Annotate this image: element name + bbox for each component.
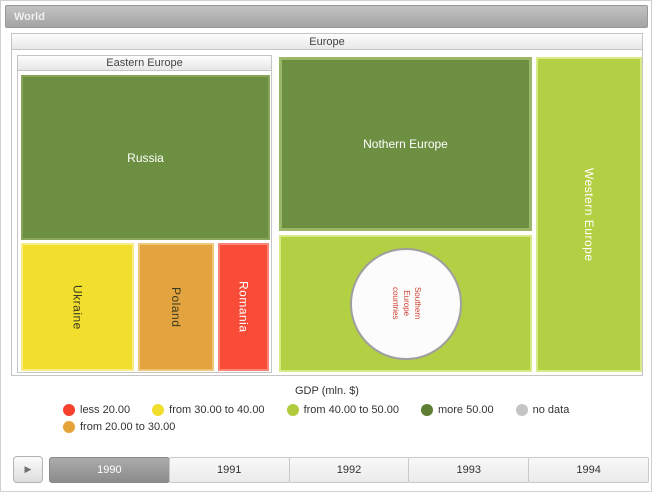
legend-item-label: from 40.00 to 50.00 <box>303 404 399 416</box>
western-europe-label: Western Europe <box>582 167 596 262</box>
legend-item-label: from 30.00 to 40.00 <box>169 404 265 416</box>
southern-europe-label: Southern Europe countries <box>391 287 422 320</box>
eastern-europe-group: Eastern Europe Russia Ukraine Poland Rom… <box>17 55 272 373</box>
year-1994[interactable]: 1994 <box>528 457 649 483</box>
node-russia[interactable]: Russia <box>21 75 270 240</box>
world-title-label: World <box>14 10 45 23</box>
drillup-title-bar[interactable]: World <box>5 5 648 28</box>
legend-swatch-icon <box>420 404 433 416</box>
europe-group-header[interactable]: Europe <box>11 33 643 50</box>
legend-title: GDP (mln. $) <box>295 385 359 397</box>
legend: GDP (mln. $) less 20.00 from 30.00 to 40… <box>1 385 651 438</box>
play-icon: ▶ <box>24 464 32 474</box>
node-poland[interactable]: Poland <box>138 243 214 371</box>
legend-swatch-icon <box>515 404 528 416</box>
year-1991[interactable]: 1991 <box>168 457 290 483</box>
legend-swatch-icon <box>286 404 299 416</box>
node-ukraine[interactable]: Ukraine <box>21 243 134 371</box>
legend-item-less-20[interactable]: less 20.00 <box>63 404 130 416</box>
southern-europe-circle[interactable]: Southern Europe countries <box>349 247 462 360</box>
ukraine-label: Ukraine <box>70 284 85 330</box>
timeline: 1990 1991 1992 1993 1994 <box>49 457 649 483</box>
legend-item-30-40[interactable]: from 30.00 to 40.00 <box>152 404 265 416</box>
legend-row-2: from 20.00 to 30.00 <box>63 421 651 433</box>
romania-label: Romania <box>236 281 251 333</box>
year-1990[interactable]: 1990 <box>49 457 170 483</box>
legend-item-more-50[interactable]: more 50.00 <box>420 404 494 416</box>
legend-item-20-30[interactable]: from 20.00 to 30.00 <box>63 421 175 433</box>
node-southern-europe[interactable]: Southern Europe countries <box>279 235 532 372</box>
legend-item-label: less 20.00 <box>80 404 131 416</box>
play-button[interactable]: ▶ <box>13 456 43 483</box>
legend-item-label: more 50.00 <box>437 404 494 416</box>
legend-swatch-icon <box>152 404 165 416</box>
node-romania[interactable]: Romania <box>218 243 269 371</box>
europe-group: Europe Eastern Europe Russia Ukraine Pol… <box>11 33 643 376</box>
legend-swatch-icon <box>63 404 75 416</box>
legend-swatch-icon <box>63 421 75 433</box>
year-1993[interactable]: 1993 <box>408 457 530 483</box>
russia-label: Russia <box>127 150 164 165</box>
legend-row-1: less 20.00 from 30.00 to 40.00 from 40.0… <box>63 404 651 416</box>
node-northern-europe[interactable]: Nothern Europe <box>279 57 532 231</box>
legend-item-40-50[interactable]: from 40.00 to 50.00 <box>286 404 399 416</box>
legend-item-no-data[interactable]: no data <box>515 404 570 416</box>
node-western-europe[interactable]: Western Europe <box>536 57 642 372</box>
poland-label: Poland <box>169 286 183 328</box>
legend-item-label: no data <box>532 404 570 416</box>
legend-item-label: from 20.00 to 30.00 <box>80 421 176 433</box>
northern-europe-label: Nothern Europe <box>363 137 448 151</box>
year-1992[interactable]: 1992 <box>288 457 410 483</box>
eastern-europe-group-header[interactable]: Eastern Europe <box>17 55 272 71</box>
